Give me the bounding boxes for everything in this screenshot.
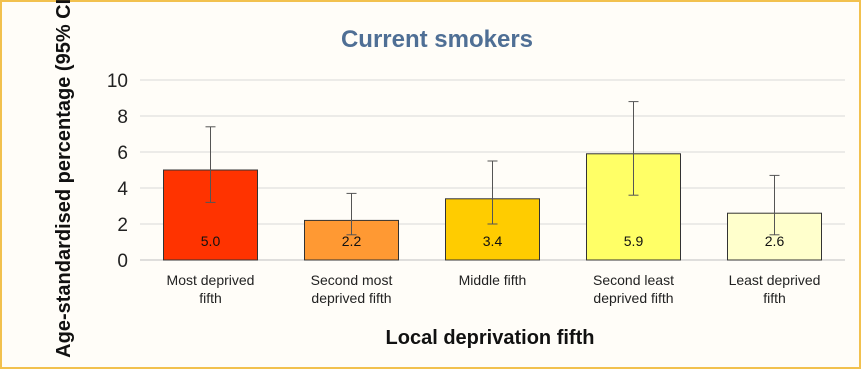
category-label: Second least deprived fifth — [593, 272, 674, 306]
category-label: Most deprived fifth — [167, 272, 255, 306]
x-axis-label: Local deprivation fifth — [386, 327, 595, 349]
y-tick-label: 6 — [117, 143, 128, 164]
error-bar — [487, 160, 498, 225]
data-label: 5.9 — [624, 233, 644, 249]
error-bar — [628, 101, 639, 196]
category-label: Second most deprived fifth — [311, 272, 393, 306]
category-label: Least deprived fifth — [729, 272, 821, 306]
y-tick-label: 10 — [107, 71, 128, 92]
chart-title: Current smokers — [341, 26, 533, 53]
y-axis-label: Age-standardised percentage (95% CI) — [53, 0, 75, 358]
data-label: 2.2 — [342, 233, 362, 249]
data-label: 2.6 — [765, 233, 785, 249]
data-label: 5.0 — [201, 233, 221, 249]
y-tick-label: 2 — [117, 215, 128, 236]
y-tick-label: 4 — [117, 179, 128, 200]
error-bar — [346, 192, 357, 236]
error-bar — [205, 126, 216, 203]
data-label: 3.4 — [483, 233, 503, 249]
category-label: Middle fifth — [459, 272, 527, 288]
y-tick-label: 8 — [117, 107, 128, 128]
y-tick-label: 0 — [117, 251, 128, 272]
error-bar — [769, 174, 780, 236]
